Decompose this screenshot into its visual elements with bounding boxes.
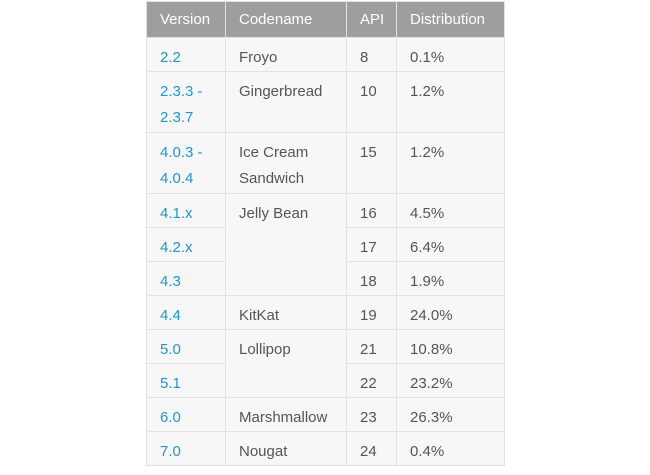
- header-version: Version: [146, 1, 226, 38]
- codename-cell: Gingerbread: [225, 71, 347, 133]
- table-row: 7.0 Nougat 24 0.4%: [146, 431, 505, 466]
- distribution-cell: 1.2%: [396, 71, 505, 133]
- distribution-cell: 10.8%: [396, 329, 505, 364]
- table-row: 4.0.3 - 4.0.4 Ice Cream Sandwich 15 1.2%: [146, 132, 505, 194]
- api-cell: 21: [346, 329, 397, 364]
- api-cell: 18: [346, 261, 397, 296]
- version-link[interactable]: 5.0: [146, 329, 226, 364]
- distribution-cell: 0.4%: [396, 431, 505, 466]
- api-cell: 23: [346, 397, 397, 432]
- version-link[interactable]: 4.3: [146, 261, 226, 296]
- table-row: 4.4 KitKat 19 24.0%: [146, 295, 505, 330]
- table-row: 4.3 18 1.9%: [146, 261, 505, 296]
- android-distribution-table: Version Codename API Distribution 2.2 Fr…: [146, 1, 505, 466]
- distribution-cell: 0.1%: [396, 37, 505, 72]
- table-row: 4.1.x Jelly Bean 16 4.5%: [146, 193, 505, 296]
- version-link[interactable]: 4.1.x: [146, 193, 226, 228]
- table-row: 4.2.x 17 6.4%: [146, 227, 505, 262]
- codename-cell: KitKat: [225, 295, 347, 330]
- api-cell: 19: [346, 295, 397, 330]
- version-link[interactable]: 2.2: [146, 37, 226, 72]
- header-distribution: Distribution: [396, 1, 505, 38]
- api-cell: 8: [346, 37, 397, 72]
- table-header-row: Version Codename API Distribution: [146, 1, 505, 38]
- distribution-cell: 1.9%: [396, 261, 505, 296]
- distribution-cell: 24.0%: [396, 295, 505, 330]
- distribution-cell: 23.2%: [396, 363, 505, 398]
- version-link[interactable]: 4.2.x: [146, 227, 226, 262]
- codename-cell: Lollipop: [225, 329, 347, 398]
- distribution-cell: 26.3%: [396, 397, 505, 432]
- codename-cell: Marshmallow: [225, 397, 347, 432]
- api-cell: 10: [346, 71, 397, 133]
- version-link[interactable]: 2.3.3 - 2.3.7: [146, 71, 226, 133]
- api-cell: 24: [346, 431, 397, 466]
- version-link[interactable]: 5.1: [146, 363, 226, 398]
- api-cell: 17: [346, 227, 397, 262]
- header-codename: Codename: [225, 1, 347, 38]
- table-row: 5.1 22 23.2%: [146, 363, 505, 398]
- codename-cell: Froyo: [225, 37, 347, 72]
- header-api: API: [346, 1, 397, 38]
- table-row: 2.3.3 - 2.3.7 Gingerbread 10 1.2%: [146, 71, 505, 133]
- table-row: 2.2 Froyo 8 0.1%: [146, 37, 505, 72]
- distribution-cell: 6.4%: [396, 227, 505, 262]
- distribution-cell: 1.2%: [396, 132, 505, 194]
- table-row: 5.0 Lollipop 21 10.8%: [146, 329, 505, 398]
- api-cell: 16: [346, 193, 397, 228]
- codename-cell: Ice Cream Sandwich: [225, 132, 347, 194]
- version-link[interactable]: 7.0: [146, 431, 226, 466]
- version-link[interactable]: 4.4: [146, 295, 226, 330]
- api-cell: 15: [346, 132, 397, 194]
- codename-cell: Nougat: [225, 431, 347, 466]
- table-row: 6.0 Marshmallow 23 26.3%: [146, 397, 505, 432]
- version-link[interactable]: 6.0: [146, 397, 226, 432]
- api-cell: 22: [346, 363, 397, 398]
- distribution-cell: 4.5%: [396, 193, 505, 228]
- codename-cell: Jelly Bean: [225, 193, 347, 296]
- version-link[interactable]: 4.0.3 - 4.0.4: [146, 132, 226, 194]
